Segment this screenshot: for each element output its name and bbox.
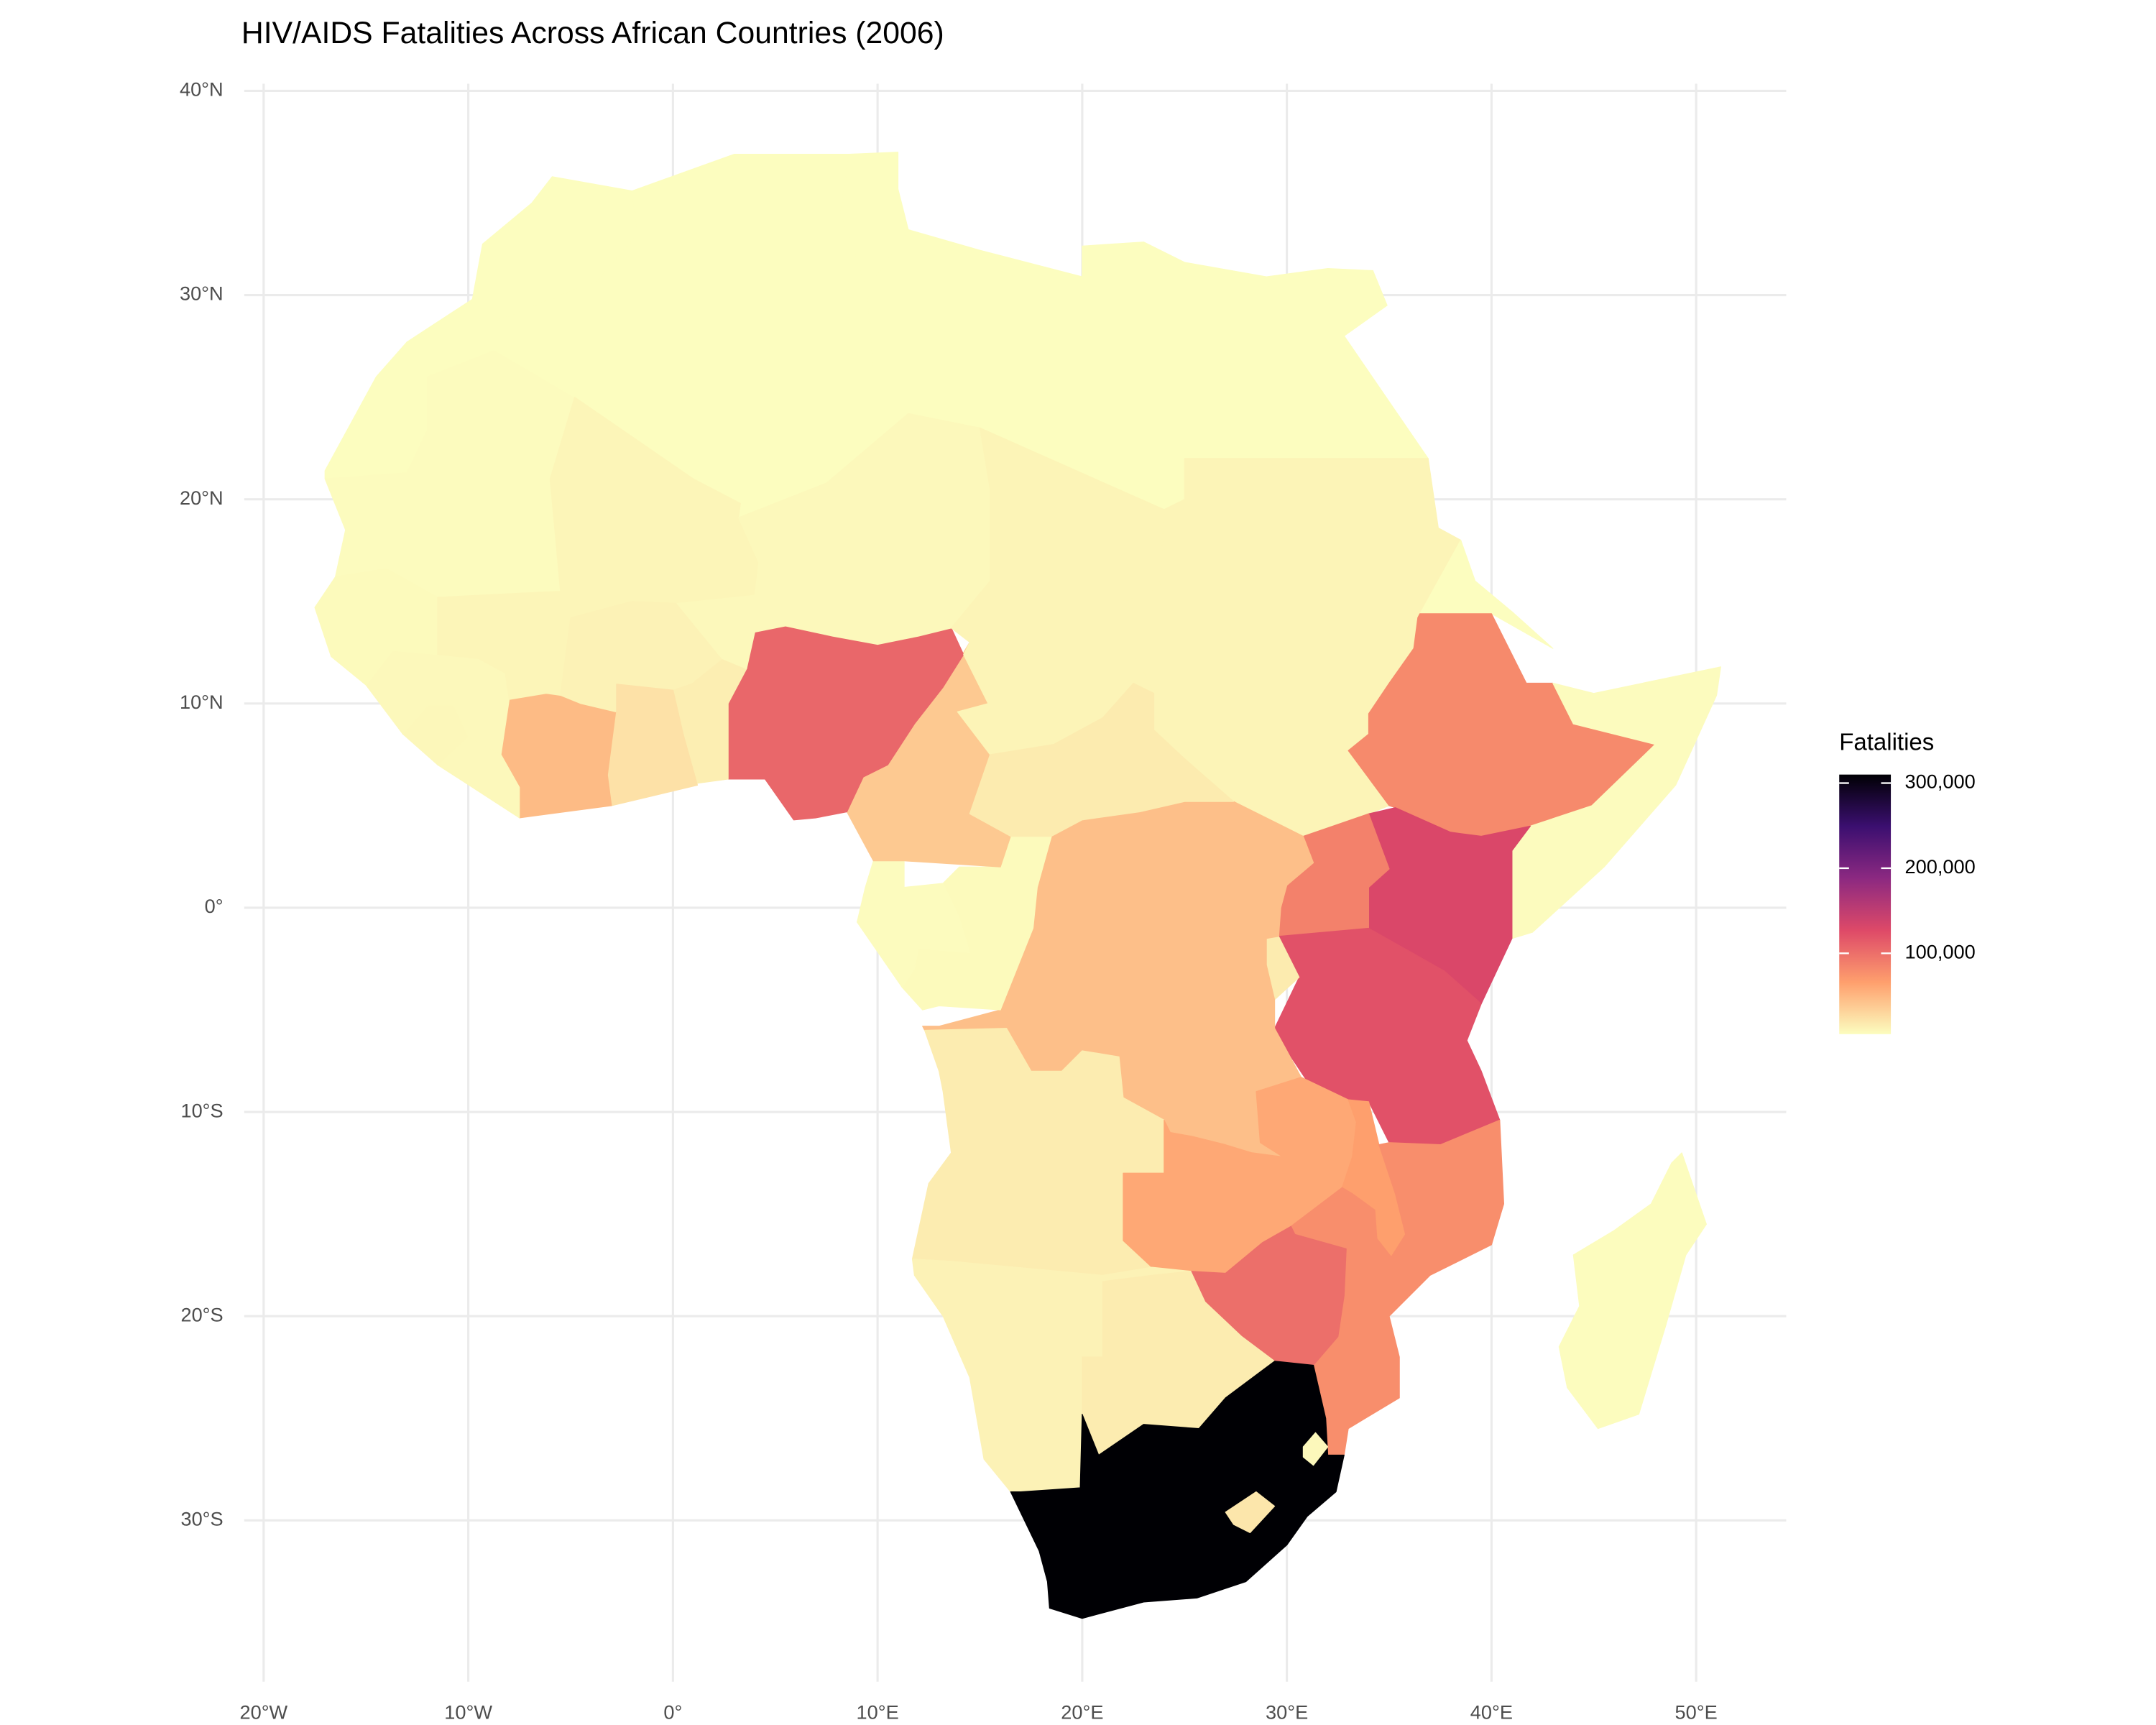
x-tick-label: 20°W	[239, 1701, 287, 1724]
legend-label: 100,000	[1904, 941, 1975, 963]
y-tick-label: 10°S	[180, 1099, 223, 1121]
y-tick-label: 30°S	[180, 1508, 223, 1530]
x-tick-label: 50°E	[1675, 1701, 1718, 1724]
colorbar	[1839, 774, 1892, 1034]
y-tick-label: 10°N	[180, 691, 224, 713]
chart-title: HIV/AIDS Fatalities Across African Count…	[241, 16, 944, 50]
y-tick-label: 20°N	[180, 487, 224, 509]
map	[314, 152, 1721, 1619]
x-tick-label: 40°E	[1470, 1701, 1513, 1724]
country	[560, 601, 723, 712]
x-tick-label: 30°E	[1266, 1701, 1308, 1724]
legend-label: 300,000	[1904, 770, 1975, 793]
legend-title: Fatalities	[1839, 729, 1934, 755]
y-tick-label: 30°N	[180, 282, 224, 305]
x-tick-label: 10°W	[444, 1701, 492, 1724]
y-tick-label: 0°	[205, 895, 224, 917]
country	[1558, 1152, 1707, 1430]
country	[1511, 666, 1721, 939]
country	[857, 860, 970, 988]
y-tick-label: 40°N	[180, 78, 224, 101]
country	[1302, 1432, 1329, 1466]
y-tick-label: 20°S	[180, 1303, 223, 1325]
country	[1225, 1491, 1276, 1534]
x-tick-label: 0°	[663, 1701, 682, 1724]
country	[969, 682, 1235, 837]
x-tick-label: 10°E	[857, 1701, 899, 1724]
country	[1184, 262, 1429, 459]
x-tick-label: 20°E	[1061, 1701, 1103, 1724]
country	[1010, 1361, 1345, 1619]
legend-label: 200,000	[1904, 855, 1975, 878]
